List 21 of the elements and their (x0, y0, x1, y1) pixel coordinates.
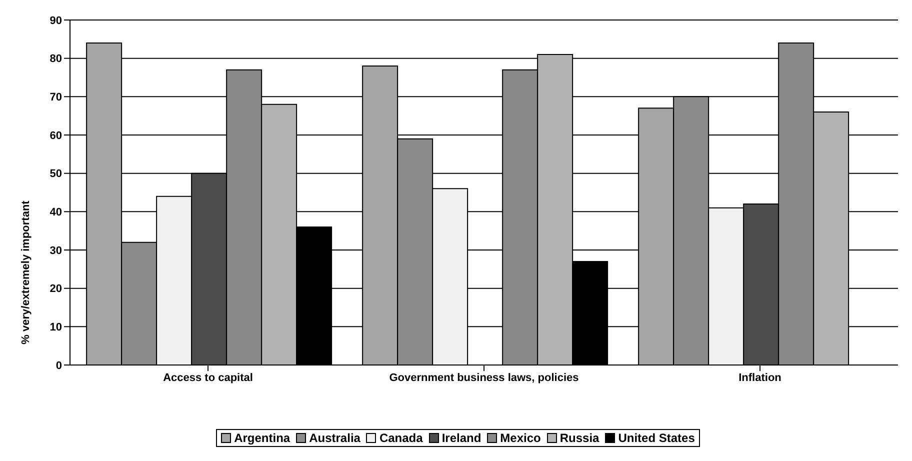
legend-label: United States (617, 431, 695, 445)
legend-label: Australia (308, 431, 360, 445)
x-tick-label: Inflation (738, 372, 782, 384)
legend-label: Mexico (499, 431, 541, 445)
x-tick-label: Government business laws, policies (389, 372, 579, 384)
y-tick-label: 0 (56, 360, 62, 372)
y-tick-label: 60 (50, 130, 62, 142)
y-tick-label: 70 (50, 92, 62, 104)
y-tick-label: 80 (50, 53, 62, 66)
legend-label: Ireland (440, 431, 482, 445)
y-tick-label: 20 (50, 283, 62, 296)
y-tick-label: 10 (50, 322, 62, 334)
legend-label: Russia (558, 431, 600, 445)
y-axis-title: % very/extremely important (20, 200, 32, 344)
y-tick-label: 90 (50, 14, 62, 27)
y-tick-label: 40 (50, 206, 62, 219)
y-tick-label: 50 (50, 168, 62, 180)
legend-label: Canada (378, 431, 423, 445)
legend-label: Argentina (233, 431, 290, 445)
y-tick-label: 30 (50, 244, 62, 257)
x-tick-label: Access to capital (163, 372, 253, 384)
